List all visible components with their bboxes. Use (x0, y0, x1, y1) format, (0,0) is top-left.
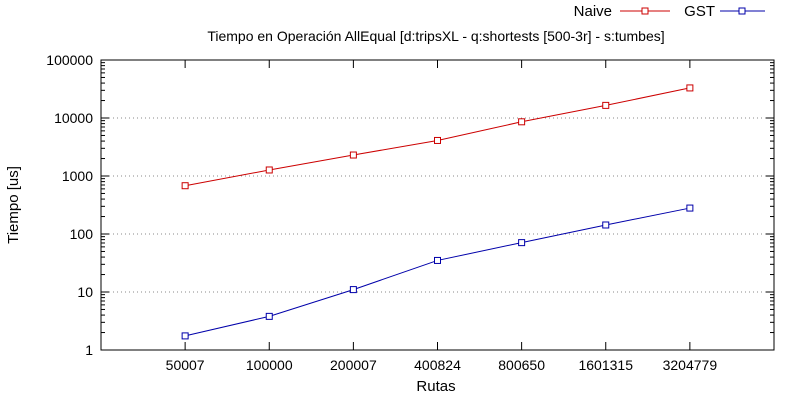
data-point-gst (265, 312, 273, 320)
data-point-naive (265, 166, 273, 174)
y-tick-label: 1000 (62, 168, 93, 184)
x-tick-label: 50007 (166, 357, 205, 373)
legend-marker-gst (738, 7, 746, 15)
x-axis-label: Rutas (416, 378, 455, 395)
legend-label-gst: GST (684, 3, 715, 20)
data-point-naive (434, 136, 441, 144)
x-tick-label: 800650 (498, 357, 545, 373)
y-tick-label: 100000 (46, 52, 93, 68)
series-line-naive (185, 87, 690, 187)
chart-title: Tiempo en Operación AllEqual [d:tripsXL … (207, 28, 664, 44)
grid-lines (101, 117, 774, 293)
data-point-gst (434, 256, 441, 264)
x-tick-label: 400824 (414, 357, 461, 373)
data-point-gst (686, 204, 694, 212)
tick-labels: 1 10 100 1000 10000 100000 50007 100000 200007 40… (46, 52, 717, 373)
legend-marker-naive (641, 7, 649, 15)
y-axis-label: Tiempo [us] (5, 166, 22, 244)
data-point-naive (518, 118, 526, 126)
legend: Naive GST (574, 3, 765, 20)
y-tick-label: 100 (70, 226, 94, 242)
x-tick-label: 1601315 (578, 357, 633, 373)
x-tick-label: 100000 (246, 357, 293, 373)
y-tick-label: 1 (85, 342, 93, 358)
data-point-gst (181, 332, 189, 340)
data-point-gst (518, 239, 526, 247)
x-tick-label: 200007 (330, 357, 377, 373)
series-layer (181, 84, 694, 340)
data-point-naive (686, 84, 694, 92)
axis-ticks (101, 59, 774, 351)
legend-label-naive: Naive (574, 3, 612, 20)
series-line-gst (185, 207, 690, 337)
x-tick-label: 3204779 (663, 357, 718, 373)
y-tick-label: 10 (77, 284, 93, 300)
data-point-naive (602, 101, 610, 109)
data-point-gst (349, 286, 357, 294)
data-point-gst (602, 221, 610, 229)
plot-frame (100, 59, 775, 351)
data-point-naive (349, 151, 357, 159)
y-tick-label: 10000 (54, 110, 93, 126)
data-point-naive (181, 182, 189, 190)
